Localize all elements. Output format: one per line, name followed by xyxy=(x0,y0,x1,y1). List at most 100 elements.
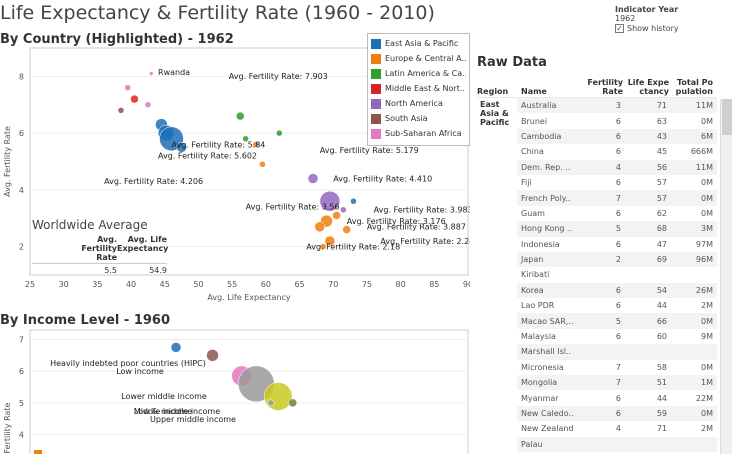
legend-item[interactable]: East Asia & Pacific xyxy=(371,36,466,51)
region-cell: East Asia & Pacific xyxy=(480,100,510,127)
cell-fertility: 7 xyxy=(615,378,621,388)
cell-life-expectancy: 57 xyxy=(656,193,667,203)
table-row[interactable]: Cambodia 6 43 6M xyxy=(517,128,717,145)
show-history-label: Show history xyxy=(627,24,679,33)
cell-life-expectancy: 62 xyxy=(656,208,667,218)
table-row[interactable]: Australia 3 71 11M xyxy=(517,98,717,114)
indicator-year-value[interactable]: 1962 xyxy=(615,14,636,23)
data-point xyxy=(124,84,131,91)
table-row[interactable]: Mongolia 7 51 1M xyxy=(517,375,717,391)
legend-label: Europe & Central A.. xyxy=(385,54,466,63)
cell-name: Mongolia xyxy=(521,378,558,388)
cell-name: Kiribati xyxy=(521,270,550,280)
legend-item[interactable]: Middle East & Nort.. xyxy=(371,81,466,96)
table-scrollbar[interactable] xyxy=(720,99,732,454)
income-label: Low income xyxy=(116,367,164,376)
table-row[interactable]: New Caledo.. 6 59 0M xyxy=(517,405,717,422)
table-row[interactable]: New Zealand 4 71 2M xyxy=(517,421,717,436)
chart-income-title: By Income Level - 1960 xyxy=(0,313,171,328)
table-row[interactable]: Marshall Isl.. xyxy=(517,344,717,360)
data-label: Avg. Fertility Rate: 5.84 xyxy=(172,140,266,149)
cell-fertility: 6 xyxy=(615,147,621,157)
scrollbar-thumb[interactable] xyxy=(722,99,732,135)
y-tick-label: 2 xyxy=(19,243,24,252)
cell-population: 1M xyxy=(701,378,713,388)
cell-fertility: 6 xyxy=(615,409,621,418)
table-row[interactable]: Korea 6 54 26M xyxy=(517,282,717,299)
table-row[interactable]: Japan 2 69 96M xyxy=(517,251,717,268)
data-point xyxy=(340,206,347,213)
x-tick-label: 75 xyxy=(362,280,372,289)
data-point xyxy=(149,71,154,76)
show-history-toggle[interactable]: ✓ Show history xyxy=(615,24,679,33)
header-name[interactable]: Name xyxy=(521,87,547,96)
cell-life-expectancy: 60 xyxy=(656,332,667,342)
data-label: Avg. Fertility Rate: 3.176 xyxy=(347,217,446,226)
data-point xyxy=(267,399,275,407)
table-row[interactable]: Indonesia 6 47 97M xyxy=(517,237,717,252)
legend-swatch xyxy=(371,98,381,109)
header-population[interactable]: Total Po pulation xyxy=(675,78,713,96)
cell-name: China xyxy=(521,147,544,157)
x-tick-label: 25 xyxy=(25,280,35,289)
table-row[interactable]: Myanmar 6 44 22M xyxy=(517,390,717,405)
table-row[interactable]: Micronesia 7 58 0M xyxy=(517,360,717,375)
data-label: Avg. Fertility Rate: 3.983 xyxy=(374,206,470,215)
header-fertility[interactable]: Fertility Rate xyxy=(587,78,623,96)
cell-life-expectancy: 56 xyxy=(656,162,667,172)
income-scatter-chart[interactable]: 4 5 6 7 Avg. Fertility Rate Heavily indebted … xyxy=(0,328,470,454)
legend-label: East Asia & Pacific xyxy=(385,39,459,48)
x-tick-label: 65 xyxy=(294,280,304,289)
table-row[interactable]: Macao SAR,.. 5 66 0M xyxy=(517,313,717,329)
table-row[interactable]: Palau xyxy=(517,436,717,452)
x-tick-label: 35 xyxy=(92,280,102,289)
cell-population: 0M xyxy=(701,193,713,203)
data-point xyxy=(350,197,357,205)
legend-item[interactable]: Sub-Saharan Africa xyxy=(371,126,466,141)
legend-item[interactable]: South Asia xyxy=(371,111,466,126)
table-row[interactable]: Malaysia 6 60 9M xyxy=(517,329,717,344)
cell-name: Macao SAR,.. xyxy=(521,316,574,326)
data-point xyxy=(176,142,187,153)
legend-swatch xyxy=(371,128,381,139)
chart-country-title: By Country (Highlighted) - 1962 xyxy=(0,32,234,47)
legend-item[interactable]: North America xyxy=(371,96,466,111)
legend-item[interactable]: Latin America & Ca.. xyxy=(371,66,466,81)
cell-life-expectancy: 47 xyxy=(656,239,667,249)
region-legend[interactable]: East Asia & Pacific Europe & Central A.. L… xyxy=(367,33,470,146)
cell-name: Myanmar xyxy=(521,393,559,403)
cell-population: 666M xyxy=(690,147,713,157)
table-row[interactable]: Fiji 6 57 0M xyxy=(517,175,717,190)
table-row[interactable]: Guam 6 62 0M xyxy=(517,206,717,221)
data-point xyxy=(242,135,249,143)
x-tick-label: 50 xyxy=(193,280,203,289)
header-life-expectancy[interactable]: Life Expe ctancy xyxy=(627,78,669,96)
cell-fertility: 6 xyxy=(615,208,621,218)
legend-item[interactable]: Europe & Central A.. xyxy=(371,51,466,66)
header-region[interactable]: Region xyxy=(477,87,509,96)
show-history-checkbox[interactable]: ✓ xyxy=(615,23,624,33)
data-point xyxy=(324,235,336,247)
worldwide-life-header: Avg. Life Expectancy xyxy=(117,235,169,253)
table-row[interactable]: Hong Kong .. 5 68 3M xyxy=(517,221,717,237)
cell-fertility: 5 xyxy=(615,224,621,234)
data-label: Avg. Fertility Rate: 5.602 xyxy=(158,152,257,161)
cell-life-expectancy: 71 xyxy=(656,424,667,434)
table-row[interactable]: Dem. Rep. .. 4 56 11M xyxy=(517,159,717,175)
data-point xyxy=(170,342,182,353)
cell-population: 0M xyxy=(701,362,713,372)
table-row[interactable]: Kiribati xyxy=(517,267,717,282)
table-row[interactable]: French Poly.. 7 57 0M xyxy=(517,190,717,206)
table-row[interactable]: Lao PDR 6 44 2M xyxy=(517,298,717,313)
cell-name: Japan xyxy=(521,255,544,265)
table-row[interactable]: China 6 45 666M xyxy=(517,144,717,159)
table-row[interactable]: Brunei 6 63 0M xyxy=(517,113,717,128)
worldwide-fertility-header: Avg. Fertility Rate xyxy=(81,235,117,262)
data-point xyxy=(259,161,266,168)
legend-swatch xyxy=(371,113,381,124)
cell-name: Cambodia xyxy=(521,131,562,141)
cell-fertility: 6 xyxy=(615,301,621,311)
y-tick-label: 7 xyxy=(19,336,24,345)
cell-population: 26M xyxy=(695,285,713,295)
y-tick-label: 4 xyxy=(19,186,24,195)
